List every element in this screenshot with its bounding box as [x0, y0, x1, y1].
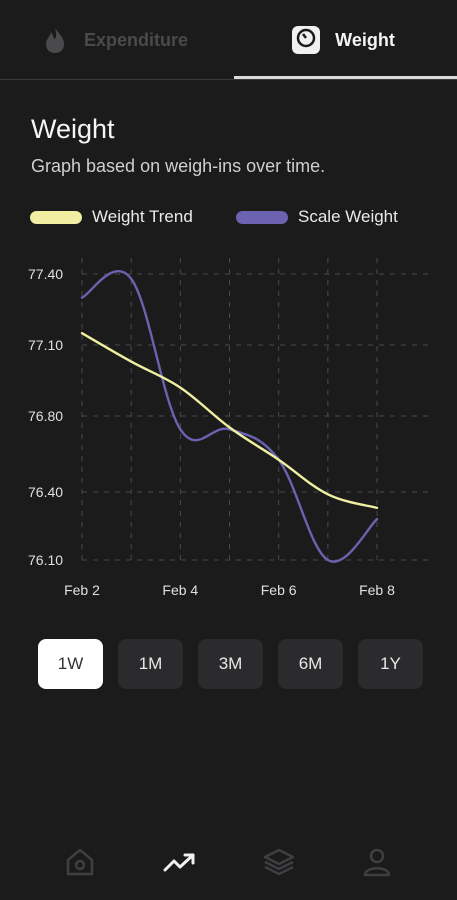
trend-icon[interactable] [162, 844, 198, 880]
legend-swatch-scale-weight [236, 210, 288, 224]
legend-label-weight-trend: Weight Trend [92, 207, 193, 226]
home-icon[interactable] [62, 844, 98, 880]
tab-expenditure[interactable]: Expenditure [0, 0, 228, 80]
top-tab-bar: Expenditure Weight [0, 0, 457, 80]
page-subtitle: Graph based on weigh-ins over time. [31, 156, 326, 176]
bottom-nav [0, 830, 457, 890]
legend-item-scale-weight: Scale Weight [236, 205, 398, 229]
active-tab-indicator [234, 76, 457, 79]
x-tick-label: Feb 8 [359, 582, 395, 598]
flame-icon [40, 25, 70, 55]
chart-grid [81, 258, 430, 565]
y-tick-label: 76.80 [28, 408, 63, 424]
y-tick-label: 77.10 [28, 337, 63, 353]
x-tick-label: Feb 4 [162, 582, 198, 598]
range-6m-button[interactable]: 6M [278, 639, 343, 689]
legend-item-weight-trend: Weight Trend [30, 205, 193, 229]
scale-icon [291, 25, 321, 55]
tab-weight-label: Weight [335, 29, 395, 50]
profile-icon[interactable] [359, 844, 395, 880]
tab-expenditure-label: Expenditure [83, 29, 189, 50]
y-tick-label: 76.10 [28, 552, 63, 568]
y-tick-label: 76.40 [28, 484, 63, 500]
layers-icon[interactable] [261, 844, 297, 880]
y-axis-ticks: 77.40 77.10 76.80 76.40 76.10 [28, 266, 63, 568]
scale-weight-line [80, 270, 379, 563]
legend-swatch-weight-trend [30, 210, 82, 224]
y-tick-label: 77.40 [28, 266, 63, 282]
x-tick-label: Feb 6 [261, 582, 297, 598]
legend-label-scale-weight: Scale Weight [298, 207, 398, 226]
x-tick-label: Feb 2 [64, 582, 100, 598]
tab-weight[interactable]: Weight [229, 0, 457, 80]
weight-trend-line [80, 331, 379, 510]
chart-series [80, 270, 379, 563]
range-selector: 1W 1M 3M 6M 1Y [38, 639, 423, 689]
x-axis-ticks: Feb 2 Feb 4 Feb 6 Feb 8 [64, 582, 395, 598]
page-title: Weight [31, 114, 115, 144]
range-1y-button[interactable]: 1Y [358, 639, 423, 689]
range-1w-button[interactable]: 1W [38, 639, 103, 689]
range-3m-button[interactable]: 3M [198, 639, 263, 689]
range-1m-button[interactable]: 1M [118, 639, 183, 689]
